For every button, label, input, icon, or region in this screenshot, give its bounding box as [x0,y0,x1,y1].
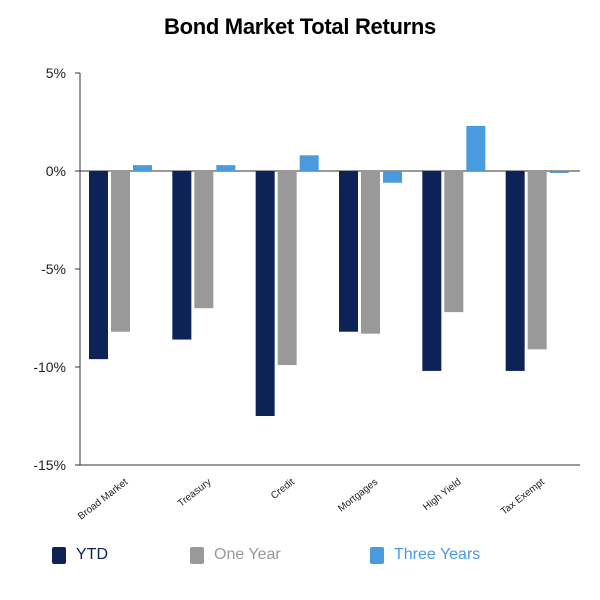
x-tick-label: Broad Market [76,477,130,523]
legend-item-one-year: One Year [190,546,281,564]
x-tick-label: Treasury [176,477,214,510]
y-tick-label: -15% [33,457,66,473]
x-tick-label: High Yield [421,477,463,513]
x-tick-label: Mortgages [336,477,380,515]
bar-three-years [466,125,486,171]
y-tick-label: 0% [46,163,66,179]
bar-three-years [549,171,569,173]
bar-one-year [111,171,130,332]
bar-ytd [172,171,192,340]
bar-ytd [89,171,108,360]
legend-label-three-years: Three Years [394,546,481,563]
axes [75,72,580,466]
bar-one-year [277,171,297,366]
legend-item-three-years: Three Years [370,546,480,564]
bar-three-years [299,155,319,171]
bar-one-year [194,171,214,309]
bar-three-years [383,171,402,183]
legend-label-one-year: One Year [214,546,281,563]
bar-ytd [255,171,275,416]
bar-one-year [444,171,464,313]
y-tick-label: -5% [41,261,66,277]
bar-one-year [527,171,547,350]
y-tick-label: 5% [46,65,66,81]
legend-swatch-one-year [190,546,204,564]
x-tick-label: Credit [269,477,297,502]
x-tick-label: Tax Exempt [499,477,547,518]
bar-ytd [339,171,358,332]
y-tick-label: -10% [33,359,66,375]
legend: YTD One Year Three Years [0,546,600,570]
bar-three-years [133,165,152,171]
bar-three-years [216,165,236,171]
bar-one-year [361,171,380,334]
legend-swatch-three-years [370,546,384,564]
legend-label-ytd: YTD [76,546,108,563]
chart-title: Bond Market Total Returns [163,14,436,39]
bar-ytd [422,171,442,371]
legend-item-ytd: YTD [52,546,108,564]
legend-swatch-ytd [52,546,66,564]
bars [89,125,569,416]
bar-ytd [505,171,525,371]
